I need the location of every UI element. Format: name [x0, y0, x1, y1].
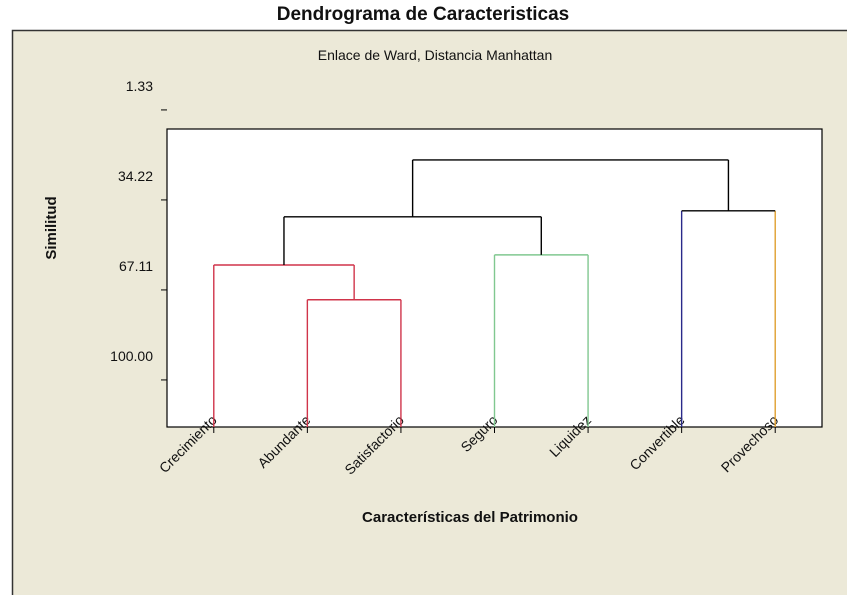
y-tick-label: 34.22 [118, 168, 153, 184]
y-axis-label: Similitud [43, 196, 60, 259]
y-tick-label: 100.00 [110, 348, 153, 364]
y-tick-label: 1.33 [126, 78, 153, 94]
chart-title: Dendrograma de Caracteristicas [277, 4, 570, 25]
y-tick-label: 67.11 [119, 258, 153, 274]
panel-border [11, 29, 847, 595]
chart-subtitle: Enlace de Ward, Distancia Manhattan [318, 47, 553, 63]
x-axis-label: Características del Patrimonio [362, 509, 578, 526]
